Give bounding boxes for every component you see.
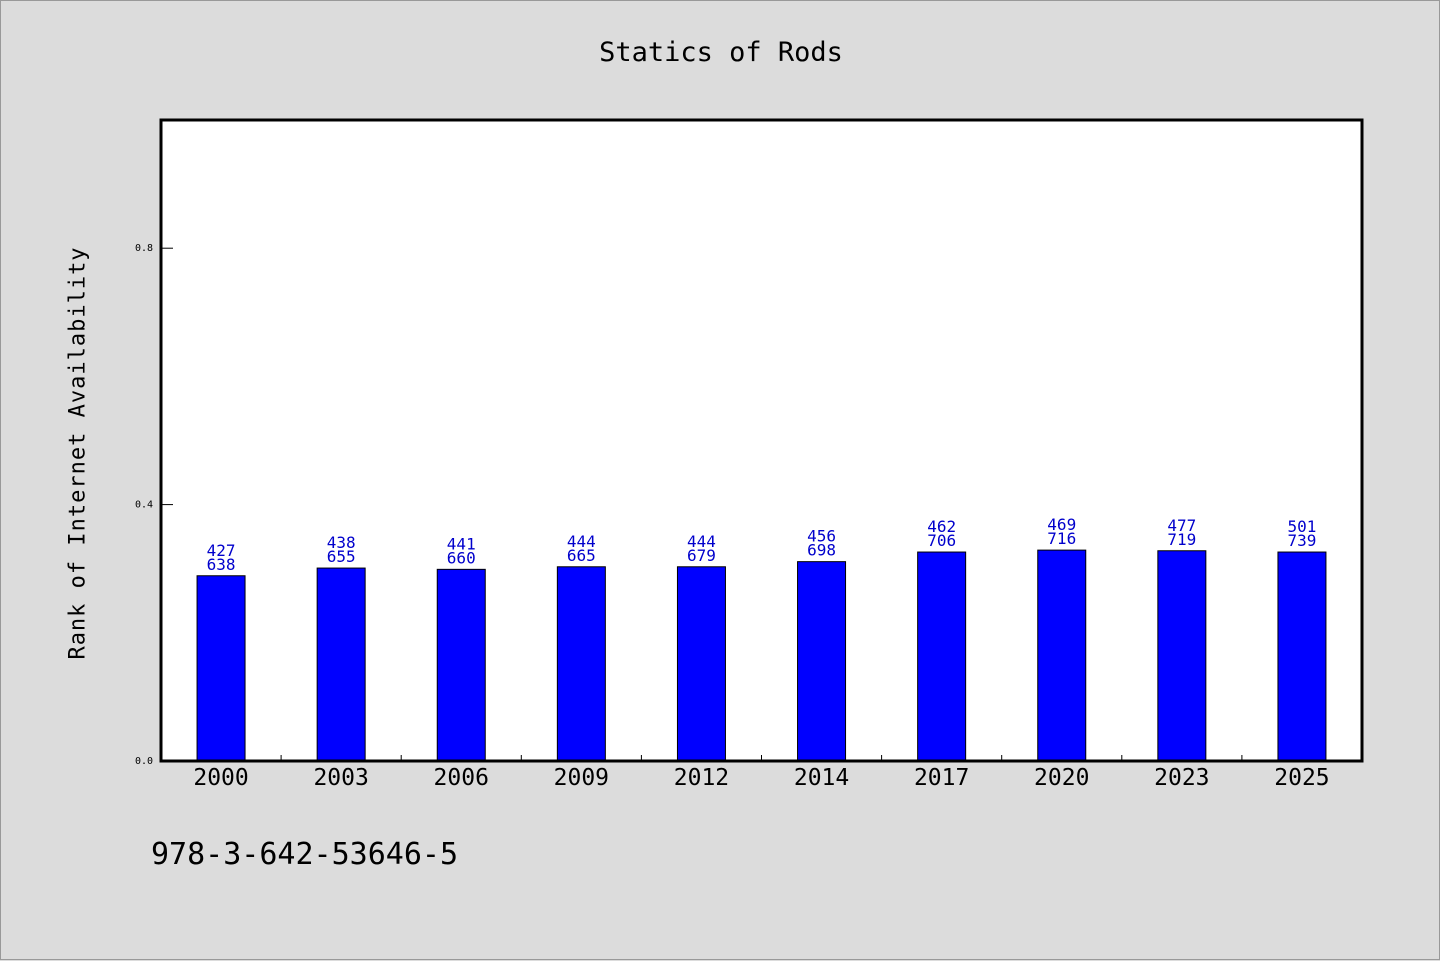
data-label-top: 444 bbox=[687, 532, 716, 551]
x-tick-label: 2003 bbox=[313, 765, 368, 791]
bar bbox=[676, 566, 726, 762]
data-label-bottom: 739 bbox=[1287, 531, 1316, 550]
bar bbox=[436, 568, 486, 762]
data-label-top: 456 bbox=[807, 527, 836, 546]
data-label-bottom: 660 bbox=[447, 548, 476, 567]
data-label-top: 441 bbox=[447, 534, 476, 553]
bar bbox=[797, 561, 847, 762]
x-tick-label: 2023 bbox=[1154, 765, 1209, 791]
x-tick-label: 2009 bbox=[554, 765, 609, 791]
data-label-bottom: 665 bbox=[567, 546, 596, 565]
x-tick-label: 2012 bbox=[674, 765, 729, 791]
x-tick-label: 2014 bbox=[794, 765, 849, 791]
x-tick-label: 2000 bbox=[193, 765, 248, 791]
bar bbox=[1037, 549, 1087, 762]
data-label-top: 427 bbox=[207, 541, 236, 560]
data-label-bottom: 716 bbox=[1047, 529, 1076, 548]
bar bbox=[196, 575, 246, 762]
x-tick-label: 2017 bbox=[914, 765, 969, 791]
data-label-top: 444 bbox=[567, 532, 596, 551]
data-label-bottom: 679 bbox=[687, 546, 716, 565]
y-tick-label: 0.0 bbox=[135, 756, 153, 767]
data-label-bottom: 698 bbox=[807, 541, 836, 560]
y-tick-label: 0.4 bbox=[135, 500, 153, 511]
data-label-top: 501 bbox=[1287, 517, 1316, 536]
data-label-top: 438 bbox=[327, 533, 356, 552]
x-tick-label: 2006 bbox=[434, 765, 489, 791]
bar bbox=[1277, 551, 1327, 762]
data-label-top: 469 bbox=[1047, 515, 1076, 534]
plot-frame bbox=[159, 118, 1364, 763]
data-label-bottom: 655 bbox=[327, 547, 356, 566]
y-tick-label: 0.8 bbox=[135, 243, 153, 254]
footer-code: 978-3-642-53646-5 bbox=[151, 837, 459, 872]
data-label-bottom: 719 bbox=[1167, 530, 1196, 549]
data-label-bottom: 706 bbox=[927, 531, 956, 550]
data-label-top: 462 bbox=[927, 517, 956, 536]
bar bbox=[1157, 550, 1207, 762]
data-label-bottom: 638 bbox=[207, 555, 236, 574]
data-label-top: 477 bbox=[1167, 516, 1196, 535]
x-tick-label: 2025 bbox=[1274, 765, 1329, 791]
chart-title: Statics of Rods bbox=[599, 37, 843, 68]
bar bbox=[316, 567, 366, 762]
bar bbox=[556, 566, 606, 762]
x-tick-label: 2020 bbox=[1034, 765, 1089, 791]
bar bbox=[917, 551, 967, 762]
